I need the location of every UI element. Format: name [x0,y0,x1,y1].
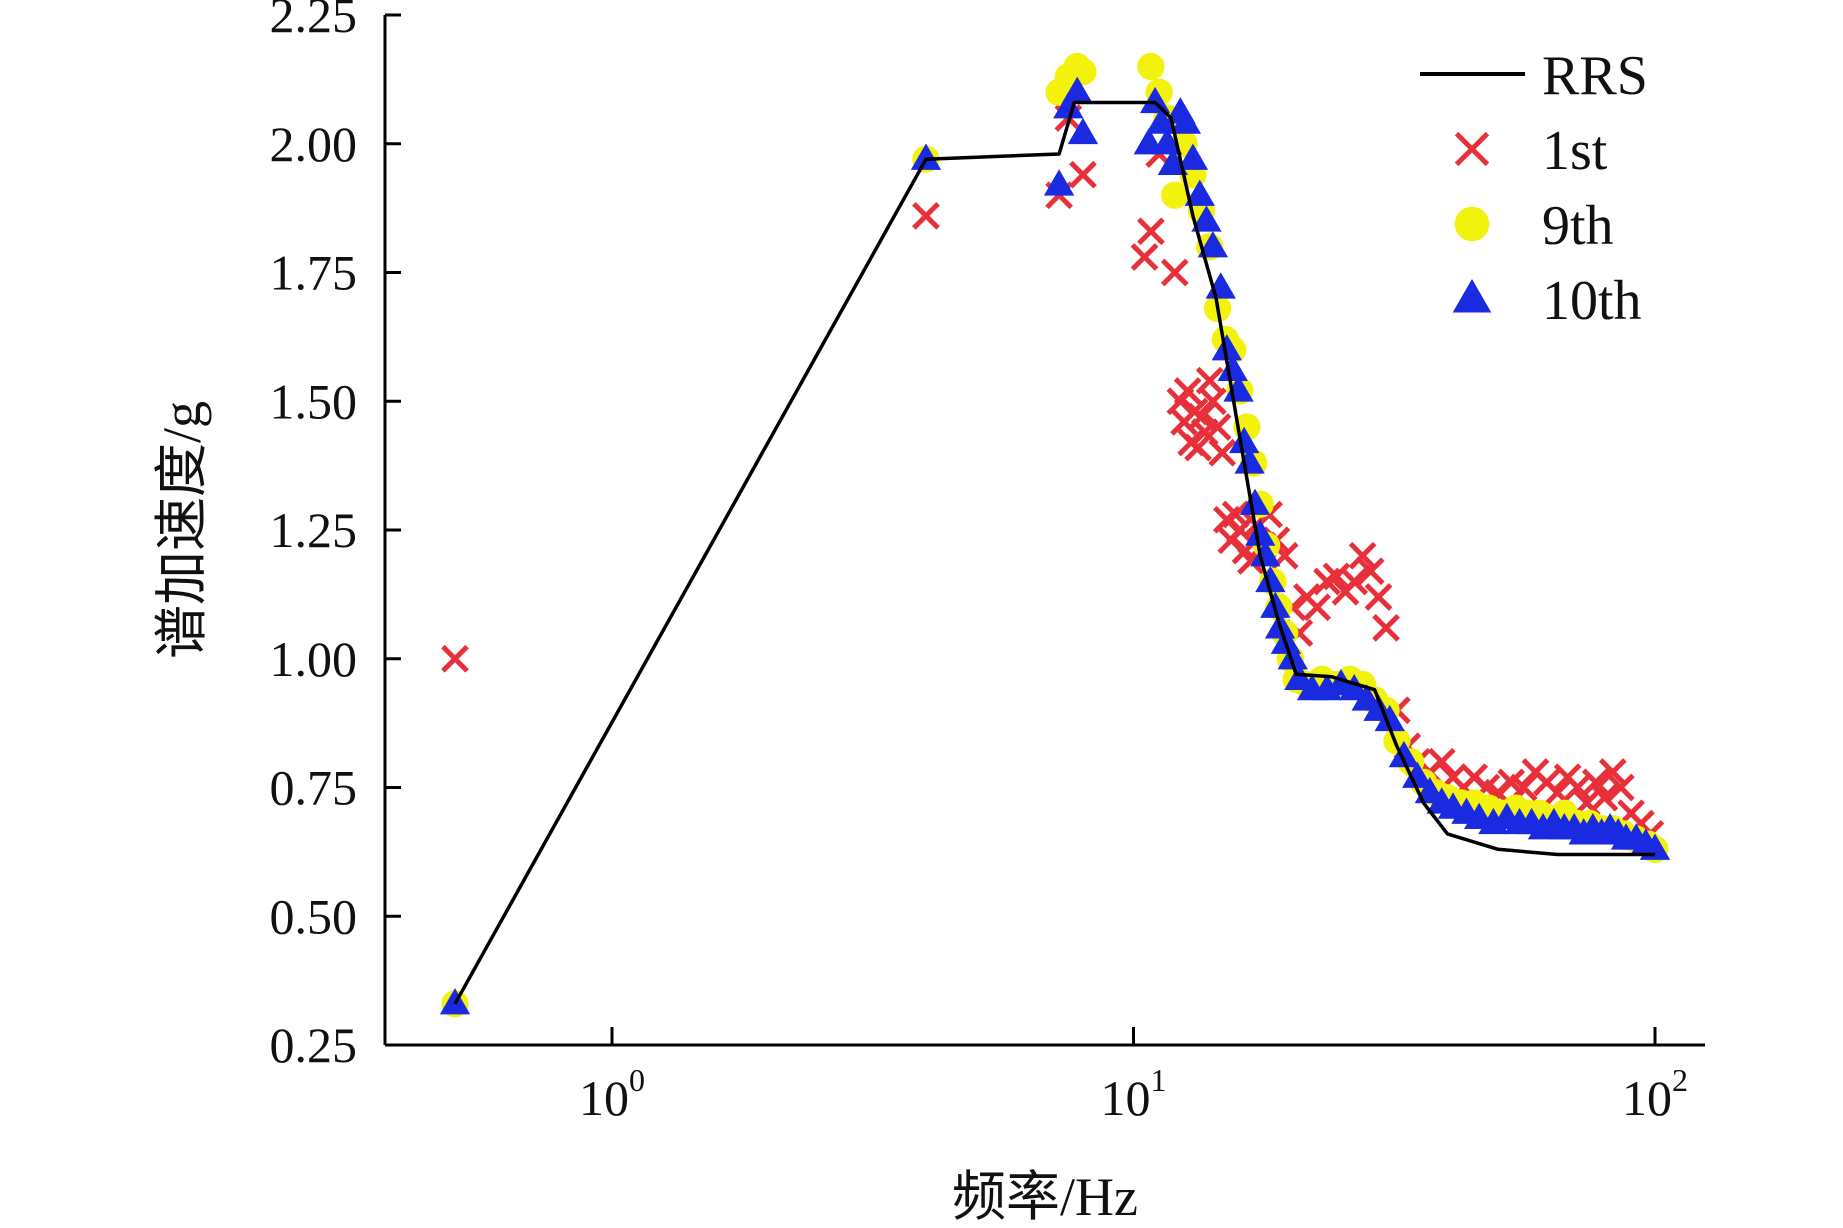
data-point-1st [441,644,469,673]
axes-layer [383,15,1705,1047]
data-point-1st [1356,557,1385,586]
legend: RRS 1st 9th 10th [1420,45,1648,332]
legend-label: 10th [1542,270,1642,332]
data-point-9th [1069,58,1097,86]
data-point-10th [1388,740,1420,768]
data-point-1st [1221,500,1250,529]
data-point-9th [1137,52,1165,81]
legend-swatch [1454,131,1490,167]
data-layer [439,52,1671,1018]
data-point-1st [912,201,940,230]
data-point-1st [1606,773,1635,802]
data-point-1st [1160,258,1189,287]
data-point-1st [1137,217,1165,246]
data-point-1st [1340,567,1369,596]
data-point-1st [1199,387,1227,416]
data-point-10th [1402,761,1433,788]
data-point-1st [1173,377,1202,405]
x-tick-label: 101 [1101,1062,1167,1126]
ticks-layer: 0.25 0.50 0.75 1.00 1.25 1.50 1.75 2.00 2.25 100 1… [270,0,1689,1126]
data-point-10th [1228,426,1260,454]
data-point-10th [1067,117,1099,145]
data-point-10th [910,143,942,170]
data-point-10th [1043,169,1075,196]
series-rrs-line [453,100,1655,1005]
data-point-10th [1177,143,1209,170]
data-point-10th [1277,643,1308,670]
data-point-10th [1255,565,1286,593]
data-point-10th [1374,704,1405,732]
data-point-1st [1208,438,1237,467]
data-point-10th [1191,205,1222,232]
data-point-1st [1372,613,1400,642]
data-point-10th [1170,107,1202,134]
data-point-10th [1211,334,1243,361]
data-point-10th [1146,107,1177,134]
data-point-10th [1234,447,1265,474]
data-point-1st [1427,747,1456,776]
y-axis-label: 谱加速度/g [152,401,212,659]
data-point-1st [1581,768,1610,797]
legend-item-1st: 1st [1454,120,1608,182]
y-tick-label: 0.50 [270,888,358,944]
data-point-10th [1139,86,1171,114]
data-point-1st [1130,243,1159,271]
data-point-1st [1590,783,1619,812]
data-point-10th [1062,76,1093,103]
y-tick-label: 1.00 [270,631,358,687]
data-point-10th [1245,519,1276,546]
x-axis-label: 频率/Hz [952,1167,1138,1227]
data-point-10th [1053,92,1084,119]
legend-label: 1st [1542,120,1608,182]
data-point-1st [1303,593,1332,622]
data-point-1st [1348,541,1377,570]
data-point-10th [1239,488,1271,515]
y-tick-label: 1.75 [270,245,358,301]
data-point-10th [1184,179,1215,206]
legend-swatch [1454,206,1490,242]
x-tick-label: 102 [1622,1062,1688,1126]
y-tick-label: 1.25 [270,502,358,558]
legend-swatch [1452,279,1492,313]
data-point-9th [1161,181,1189,209]
legend-label: RRS [1542,45,1648,107]
y-tick-label: 0.75 [270,760,358,816]
data-point-1st [1226,516,1254,544]
y-tick-label: 2.25 [270,0,358,43]
y-tick-label: 1.50 [270,373,358,429]
legend-label: 9th [1542,195,1614,257]
legend-item-9th: 9th [1454,195,1614,257]
y-tick-label: 2.00 [270,116,358,172]
data-point-1st [1203,413,1232,441]
y-tick-label: 0.25 [270,1017,358,1073]
data-point-10th [1197,231,1229,258]
data-point-1st [1364,583,1393,611]
data-point-1st [1598,758,1627,786]
data-point-10th [1250,540,1281,567]
data-point-10th [1151,128,1183,155]
data-point-1st [1069,160,1097,189]
x-tick-label: 100 [579,1062,645,1126]
legend-item-rrs: RRS [1420,45,1648,107]
legend-item-10th: 10th [1452,270,1642,332]
data-point-10th [1217,354,1248,381]
